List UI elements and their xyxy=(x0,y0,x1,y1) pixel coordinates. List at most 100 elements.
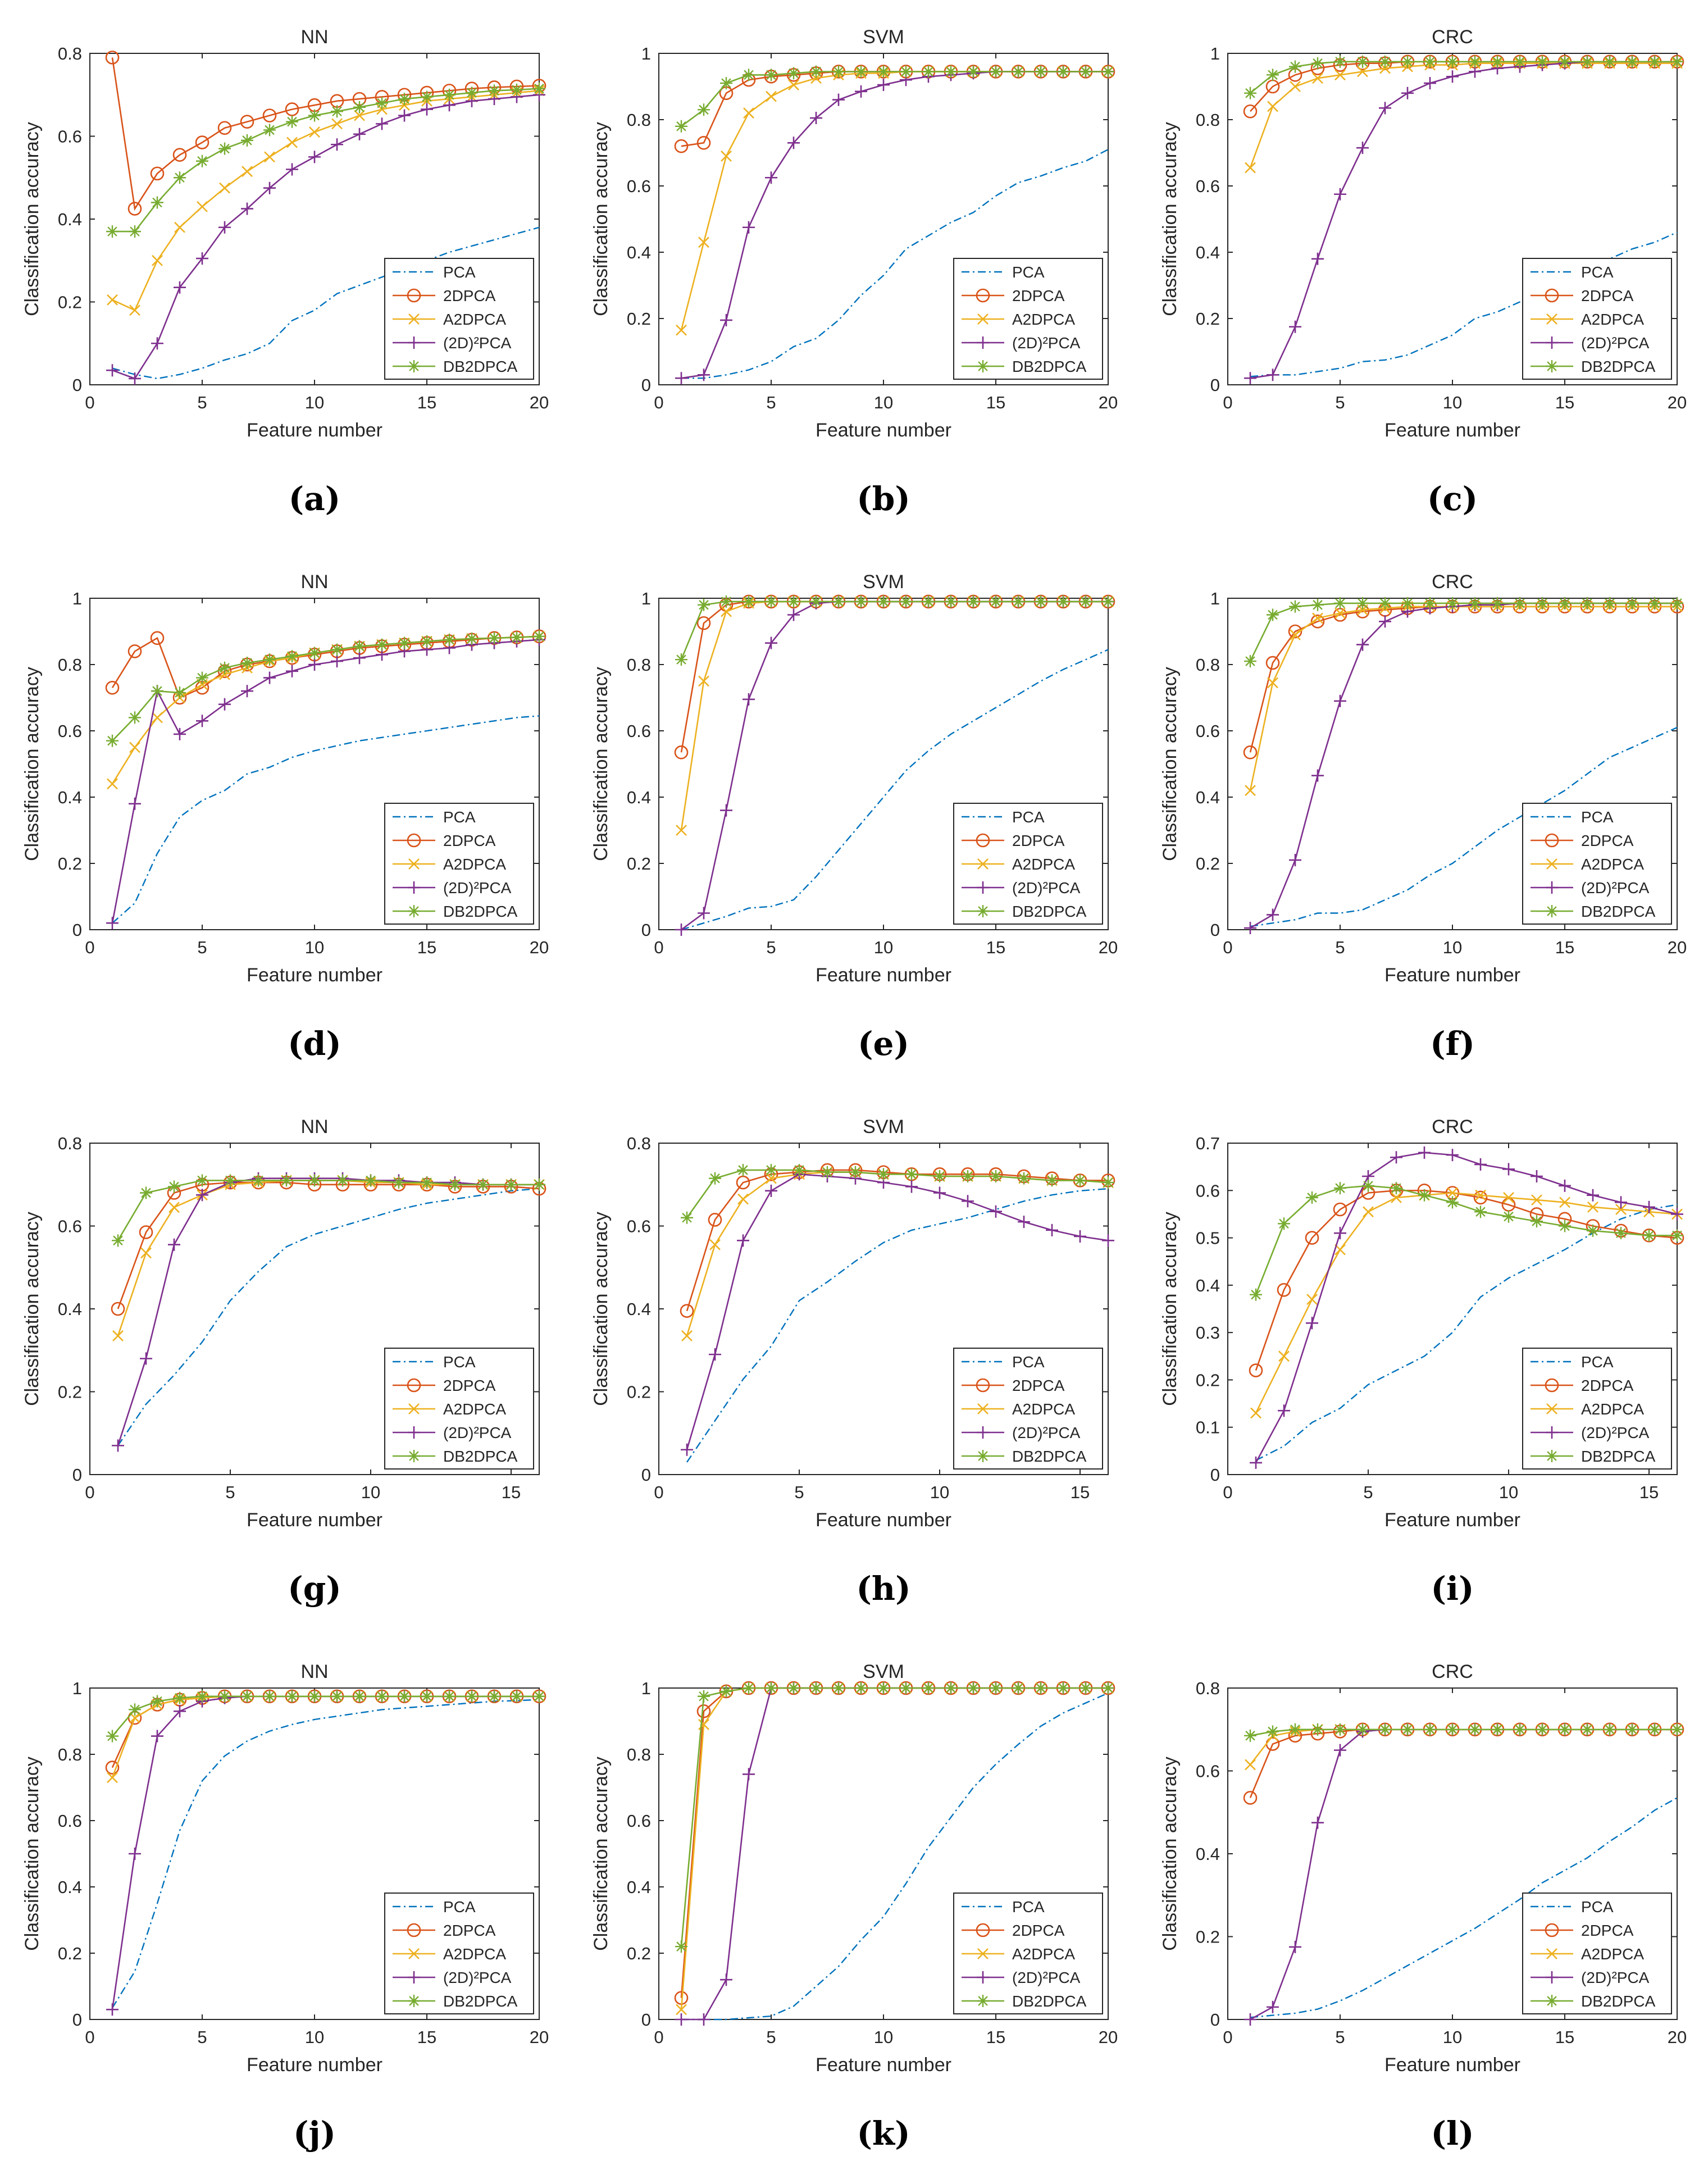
data-point xyxy=(1491,597,1504,609)
data-point xyxy=(1514,597,1526,609)
legend-marker xyxy=(408,1450,420,1462)
data-point xyxy=(1334,694,1346,707)
legend-marker xyxy=(1545,1378,1559,1393)
legend-label: DB2DPCA xyxy=(1581,903,1656,920)
y-axis-label: Classification accuracy xyxy=(21,1757,43,1951)
data-point xyxy=(743,221,755,234)
data-point xyxy=(1469,1723,1481,1736)
y-tick-label: 0 xyxy=(1210,375,1220,395)
data-point xyxy=(1615,1204,1627,1215)
data-point xyxy=(353,101,366,113)
x-axis-label: Feature number xyxy=(247,1509,382,1531)
data-point xyxy=(1401,87,1414,99)
data-point xyxy=(353,640,366,653)
data-point xyxy=(765,1184,777,1197)
data-point xyxy=(1474,1205,1487,1218)
data-point xyxy=(675,120,687,133)
data-point xyxy=(218,142,231,155)
data-point xyxy=(263,671,276,684)
panel-j: NN 0 5 10 15 20 0 0.2 0.4 0.6 0.8 1 Feature number Cl… xyxy=(0,1635,569,2179)
data-point xyxy=(787,595,800,608)
series-line xyxy=(1255,1204,1678,1461)
y-tick-label: 0.6 xyxy=(58,1811,82,1831)
y-tick-label: 0.5 xyxy=(1196,1229,1220,1248)
data-point xyxy=(945,595,957,608)
y-tick-label: 0.4 xyxy=(627,788,651,807)
data-point xyxy=(766,1172,777,1184)
legend-marker xyxy=(1546,905,1558,917)
data-point xyxy=(765,1682,777,1694)
data-point xyxy=(488,631,500,644)
panel-l: CRC 0 5 10 15 20 0 0.2 0.4 0.6 0.8 Feature number Cl… xyxy=(1138,1635,1707,2179)
data-point xyxy=(810,595,822,608)
data-point xyxy=(140,1352,152,1365)
panel-label: (g) xyxy=(288,1570,341,1608)
data-point xyxy=(721,150,732,162)
data-point xyxy=(737,1193,749,1205)
data-point xyxy=(1379,55,1391,68)
legend-marker xyxy=(1546,858,1557,870)
x-tick-label: 0 xyxy=(1223,2027,1232,2047)
data-point xyxy=(765,69,777,81)
data-point xyxy=(1531,1215,1543,1228)
data-point xyxy=(263,653,276,666)
data-point xyxy=(1424,77,1436,90)
data-point xyxy=(331,118,343,130)
data-point xyxy=(737,1163,749,1176)
legend-label: A2DPCA xyxy=(443,856,506,873)
data-point xyxy=(511,631,523,644)
legend: PCA 2DPCA A2DPCA (2D)²PCA DB2DPCA xyxy=(1522,1348,1672,1470)
data-point xyxy=(698,236,709,248)
y-tick-label: 0.2 xyxy=(627,854,651,874)
chart-title: NN xyxy=(300,1116,328,1138)
data-point xyxy=(353,652,366,665)
data-point xyxy=(1074,1230,1086,1243)
series-db2dpca xyxy=(675,595,1114,666)
y-tick-label: 0.4 xyxy=(58,788,82,807)
y-tick-label: 0.8 xyxy=(58,44,82,63)
series-line xyxy=(1250,1797,1678,2018)
y-tick-label: 0.4 xyxy=(1196,1844,1220,1864)
x-axis-label: Feature number xyxy=(1384,420,1520,441)
data-point xyxy=(720,1685,732,1698)
data-point xyxy=(832,93,845,106)
data-point xyxy=(443,99,456,112)
data-point xyxy=(1671,1229,1683,1242)
series-db2dpca xyxy=(1250,1179,1683,1301)
y-tick-label: 0.2 xyxy=(1196,309,1220,329)
y-tick-label: 1 xyxy=(1210,44,1220,63)
data-point xyxy=(1626,55,1638,68)
data-point xyxy=(945,1682,957,1694)
x-axis-label: Feature number xyxy=(247,2054,382,2076)
data-point xyxy=(107,1772,118,1784)
legend-marker xyxy=(977,360,989,372)
legend-marker xyxy=(408,313,420,325)
data-point xyxy=(708,1213,722,1227)
chart-g: NN 0 5 10 15 0 0.2 0.4 0.6 0.8 Feature number Class… xyxy=(21,1116,546,1608)
data-point xyxy=(1356,55,1369,68)
data-point xyxy=(393,1176,405,1189)
y-tick-label: 1 xyxy=(72,1678,82,1698)
data-point xyxy=(922,1682,935,1694)
y-axis-label: Classification accuracy xyxy=(1159,667,1181,861)
data-point xyxy=(1446,1196,1459,1209)
y-tick-label: 1 xyxy=(641,1678,651,1698)
data-point xyxy=(698,2013,710,2026)
data-point xyxy=(766,90,777,102)
y-tick-label: 0.6 xyxy=(627,721,651,741)
data-point xyxy=(1587,1224,1599,1237)
legend-marker xyxy=(977,1450,989,1462)
data-point xyxy=(1267,369,1279,381)
legend-label: DB2DPCA xyxy=(443,358,518,375)
legend-marker xyxy=(408,360,420,372)
data-point xyxy=(421,90,433,103)
series-db2dpca xyxy=(681,1163,1114,1224)
data-point xyxy=(1290,81,1301,92)
data-point xyxy=(1334,1744,1346,1757)
data-point xyxy=(787,67,800,80)
x-axis-label: Feature number xyxy=(1384,965,1520,986)
data-point xyxy=(1356,142,1369,154)
data-point xyxy=(945,65,957,78)
data-point xyxy=(488,1690,500,1703)
data-point xyxy=(1559,1179,1571,1192)
